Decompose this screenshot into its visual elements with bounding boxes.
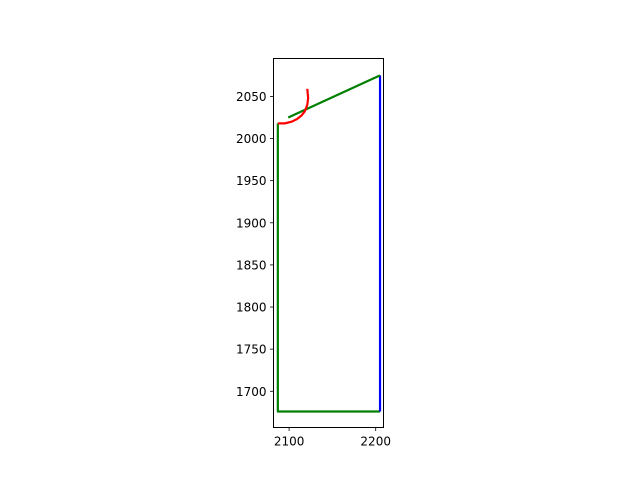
y-tick-label: 1950 xyxy=(236,174,267,188)
y-tick-label: 2000 xyxy=(236,132,267,146)
x-axis-ticks: 2100 2200 xyxy=(274,427,391,449)
x-tick-label: 2100 xyxy=(274,435,305,449)
y-tick-label: 2050 xyxy=(236,90,267,104)
y-tick-label: 1850 xyxy=(236,258,267,272)
series-layer xyxy=(276,74,382,413)
y-tick-label: 1700 xyxy=(236,385,267,399)
y-tick-label: 1800 xyxy=(236,301,267,315)
x-tick-label: 2200 xyxy=(360,435,391,449)
series-line-4 xyxy=(277,88,310,125)
y-axis-ticks: 1700 1750 1800 1850 1900 1950 2000 2050 xyxy=(236,90,274,399)
y-tick-label: 1750 xyxy=(236,343,267,357)
series-line-1 xyxy=(276,123,381,413)
series-line-3 xyxy=(287,74,381,119)
y-tick-label: 1900 xyxy=(236,216,267,230)
plot-frame xyxy=(273,58,384,428)
